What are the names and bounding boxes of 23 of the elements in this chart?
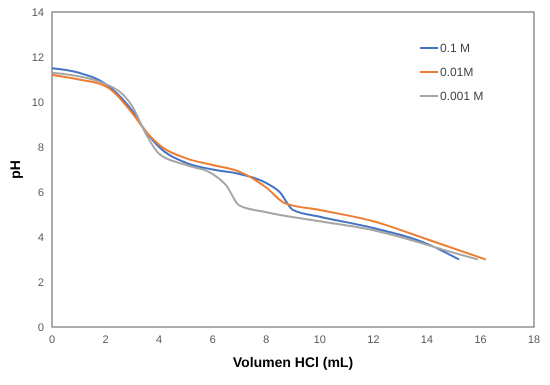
y-tick-label: 12 bbox=[32, 52, 44, 64]
y-tick-label: 2 bbox=[38, 277, 44, 289]
legend-label: 0.001 M bbox=[440, 89, 484, 103]
x-tick-label: 0 bbox=[48, 334, 56, 346]
y-tick-label: 0 bbox=[38, 322, 44, 334]
legend-label: 0.01M bbox=[440, 65, 474, 79]
x-tick-label: 4 bbox=[156, 334, 162, 346]
y-tick-label: 4 bbox=[38, 232, 44, 244]
x-tick-label: 16 bbox=[474, 334, 487, 346]
y-tick-label: 10 bbox=[32, 97, 44, 109]
x-tick-label: 6 bbox=[210, 334, 216, 346]
y-tick-label: 8 bbox=[38, 142, 44, 154]
x-axis-title: Volumen HCl (mL) bbox=[232, 354, 354, 370]
y-axis-title: pH bbox=[7, 160, 23, 179]
x-tick-label: 18 bbox=[528, 334, 540, 346]
x-tick-label: 10 bbox=[314, 334, 326, 346]
x-tick-label: 2 bbox=[102, 334, 109, 346]
x-tick-label: 14 bbox=[420, 334, 434, 346]
x-tick-label: 12 bbox=[367, 334, 380, 346]
legend-label: 0.1 M bbox=[440, 41, 470, 55]
x-tick-label: 8 bbox=[263, 334, 270, 346]
y-tick-label: 6 bbox=[38, 187, 44, 199]
y-tick-label: 14 bbox=[32, 7, 44, 19]
